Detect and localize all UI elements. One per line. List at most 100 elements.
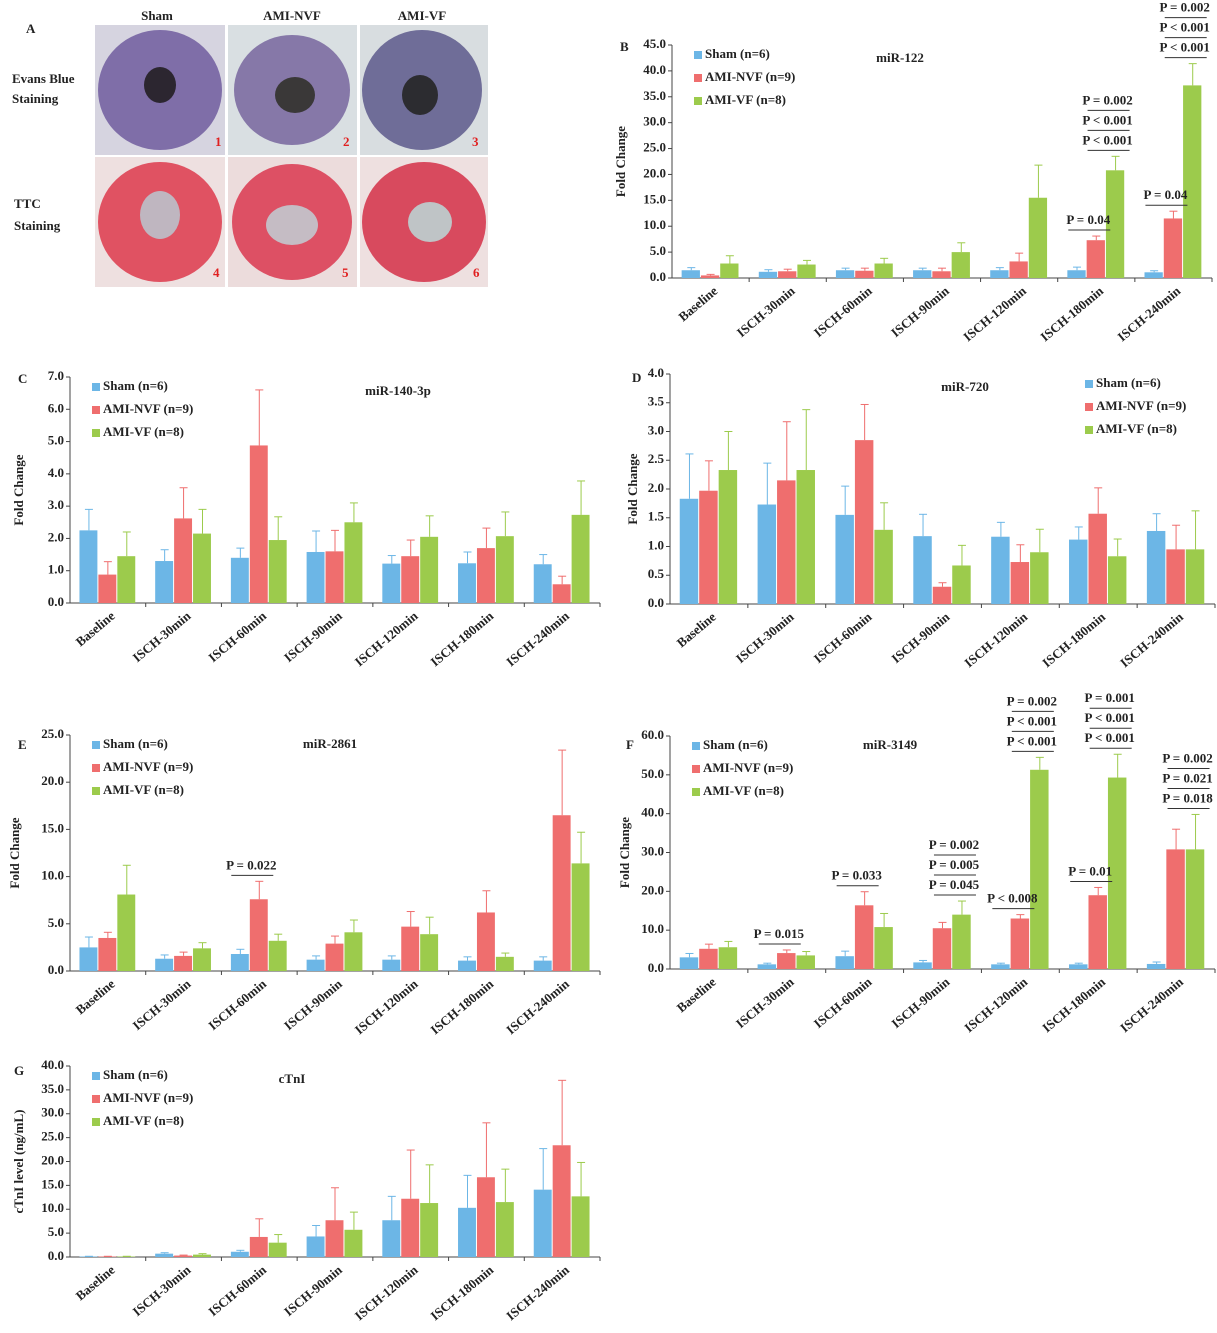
y-tick-label: 30.0 xyxy=(643,114,666,129)
y-tick-label: 0.0 xyxy=(648,960,664,975)
bar xyxy=(720,264,738,278)
bar xyxy=(758,964,776,969)
x-tick-label: Baseline xyxy=(674,974,719,1015)
bar xyxy=(682,270,700,278)
bar xyxy=(326,551,344,603)
bar xyxy=(572,863,590,971)
p-value-annotation: P < 0.001 xyxy=(1160,20,1210,35)
p-value-annotation: P = 0.015 xyxy=(754,926,805,941)
bar xyxy=(231,558,249,603)
bar xyxy=(553,1145,571,1257)
bar xyxy=(1069,964,1087,969)
p-value-annotation: P < 0.001 xyxy=(1082,112,1132,127)
bar xyxy=(117,895,135,971)
legend-label: AMI-NVF (n=9) xyxy=(703,760,793,775)
x-tick-label: ISCH-120min xyxy=(352,1262,421,1324)
bar xyxy=(79,530,97,603)
bar xyxy=(1029,198,1047,278)
bar xyxy=(701,275,719,278)
y-tick-label: 0.5 xyxy=(648,566,665,581)
photo-number: 5 xyxy=(342,265,349,280)
x-tick-label: Baseline xyxy=(73,608,118,649)
p-value-annotation: P = 0.04 xyxy=(1066,212,1110,227)
y-tick-label: 25.0 xyxy=(41,726,64,741)
photo-number: 4 xyxy=(213,265,220,280)
bar xyxy=(572,515,590,603)
x-tick-label: ISCH-30min xyxy=(733,609,797,666)
bar xyxy=(307,552,325,603)
bar xyxy=(98,575,116,603)
y-axis-label: cTnI level (ng/mL) xyxy=(11,1110,26,1214)
legend-label: Sham (n=6) xyxy=(103,1067,168,1082)
chart: DmiR-720Fold Change0.00.51.01.52.02.53.0… xyxy=(625,365,1215,670)
bar xyxy=(991,537,1009,604)
bar xyxy=(231,954,249,971)
heart-cavity xyxy=(144,67,176,103)
bar xyxy=(1011,562,1029,604)
legend-label: Sham (n=6) xyxy=(705,46,770,61)
bar xyxy=(1166,549,1184,604)
bar xyxy=(1145,272,1163,278)
bar xyxy=(250,899,268,971)
x-tick-label: ISCH-60min xyxy=(205,1262,269,1319)
bar xyxy=(420,934,438,971)
chart-title: miR-3149 xyxy=(863,737,918,752)
x-tick-label: Baseline xyxy=(73,1262,118,1303)
row-label: TTC xyxy=(14,196,41,211)
bar xyxy=(193,1255,211,1257)
heart-cavity xyxy=(402,75,438,115)
bar xyxy=(759,272,777,278)
y-tick-label: 40.0 xyxy=(41,1057,64,1072)
x-tick-label: ISCH-120min xyxy=(352,976,421,1038)
x-tick-label: ISCH-30min xyxy=(130,608,194,665)
bar xyxy=(1183,85,1201,278)
y-tick-label: 35.0 xyxy=(41,1081,64,1096)
x-tick-label: ISCH-120min xyxy=(352,608,421,670)
y-tick-label: 5.0 xyxy=(650,243,666,258)
y-tick-label: 1.0 xyxy=(648,537,664,552)
bar xyxy=(174,956,192,971)
y-axis-label: Fold Change xyxy=(11,454,26,525)
legend-swatch xyxy=(692,742,700,750)
x-tick-label: ISCH-30min xyxy=(733,974,797,1031)
x-tick-label: Baseline xyxy=(73,976,118,1017)
y-tick-label: 0.0 xyxy=(650,269,666,284)
legend-label: Sham (n=6) xyxy=(103,736,168,751)
bar xyxy=(699,949,717,969)
x-tick-label: ISCH-120min xyxy=(961,974,1030,1036)
y-tick-label: 0.0 xyxy=(648,595,664,610)
y-tick-label: 15.0 xyxy=(643,191,666,206)
x-tick-label: ISCH-180min xyxy=(1039,974,1108,1036)
legend-label: Sham (n=6) xyxy=(703,737,768,752)
bar xyxy=(913,536,931,604)
bar xyxy=(155,959,173,971)
legend-label: AMI-NVF (n=9) xyxy=(1096,398,1186,413)
bar xyxy=(1108,556,1126,604)
bar xyxy=(344,932,362,971)
row-label: Staining xyxy=(12,91,59,106)
p-value-annotation: P = 0.04 xyxy=(1143,187,1187,202)
x-tick-label: ISCH-60min xyxy=(205,976,269,1033)
bar xyxy=(875,264,893,278)
bar xyxy=(250,445,268,603)
y-axis-label: Fold Change xyxy=(625,453,640,524)
y-tick-label: 1.0 xyxy=(48,562,64,577)
heart-cavity xyxy=(140,191,180,239)
legend-label: AMI-VF (n=8) xyxy=(703,783,784,798)
bar xyxy=(496,1202,514,1257)
photo-number: 6 xyxy=(473,265,480,280)
bar xyxy=(458,1208,476,1257)
legend-label: AMI-VF (n=8) xyxy=(103,782,184,797)
bar xyxy=(1147,964,1165,969)
x-tick-label: ISCH-240min xyxy=(1117,974,1186,1036)
bar xyxy=(382,960,400,971)
legend-swatch xyxy=(92,764,100,772)
y-tick-label: 20.0 xyxy=(643,165,666,180)
p-value-annotation: P = 0.002 xyxy=(929,837,979,852)
y-tick-label: 10.0 xyxy=(643,217,666,232)
p-value-annotation: P < 0.001 xyxy=(1082,132,1132,147)
bar xyxy=(344,1230,362,1257)
p-value-annotation: P = 0.021 xyxy=(1162,770,1212,785)
bar xyxy=(174,1256,192,1257)
